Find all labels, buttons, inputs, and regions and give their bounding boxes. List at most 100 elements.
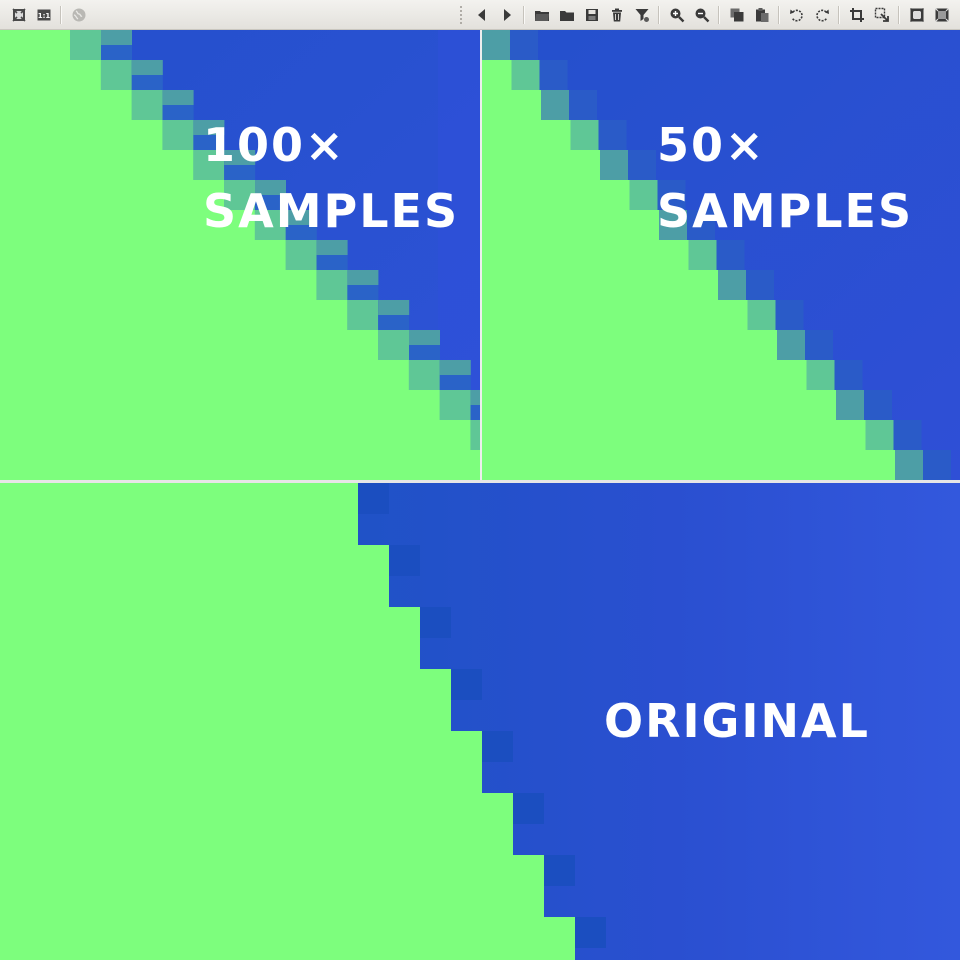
edge-blend-pixel xyxy=(316,270,348,301)
rotate-left-icon xyxy=(789,9,803,22)
edge-blend-pixel xyxy=(162,105,194,121)
edge-blend-pixel xyxy=(255,195,286,211)
edge-blend-pixel xyxy=(628,150,656,181)
paste-button[interactable] xyxy=(751,4,773,26)
edge-blend-pixel xyxy=(865,420,894,451)
fullscreen-button[interactable] xyxy=(906,4,928,26)
edge-blend-pixel xyxy=(224,165,256,181)
edge-blend-pixel xyxy=(687,210,715,241)
caption-line-2: SAMPLES xyxy=(203,184,460,238)
green-region-row xyxy=(0,450,480,480)
edge-blend-pixel xyxy=(316,255,348,271)
toolbar-separator xyxy=(658,6,660,24)
next-image-button[interactable] xyxy=(496,4,518,26)
panel-50x-samples: 50× SAMPLES xyxy=(482,30,960,480)
toolbar-grip[interactable] xyxy=(459,5,463,25)
green-region-row xyxy=(482,150,601,181)
crop-button[interactable] xyxy=(846,4,868,26)
vertical-divider xyxy=(480,30,482,481)
next-icon xyxy=(503,9,511,21)
fullscreen-icon xyxy=(909,8,924,22)
green-region-row xyxy=(0,30,71,61)
edge-blend-pixel xyxy=(600,150,628,181)
edge-dark-pixel xyxy=(575,917,606,948)
rotate-left-button[interactable] xyxy=(786,4,808,26)
green-region-row xyxy=(0,90,133,121)
folder-button[interactable] xyxy=(556,4,578,26)
crop-icon xyxy=(849,8,864,22)
green-region-step xyxy=(0,607,420,670)
edge-blend-pixel xyxy=(378,315,410,331)
green-region-row xyxy=(482,360,808,391)
green-region-step xyxy=(0,545,389,608)
edge-blend-pixel xyxy=(409,345,440,361)
open-in-browser-button[interactable] xyxy=(68,4,90,26)
edge-blend-pixel xyxy=(193,150,225,181)
edge-blend-pixel xyxy=(716,240,745,271)
caption-line-2: SAMPLES xyxy=(657,184,914,238)
edge-blend-pixel xyxy=(101,30,132,45)
edge-blend-pixel xyxy=(347,270,379,285)
edge-blend-pixel xyxy=(895,450,923,480)
edge-blend-pixel xyxy=(162,120,194,151)
edge-dark-pixel xyxy=(513,793,544,824)
actual-size-button[interactable]: 1:1 xyxy=(33,4,55,26)
delete-icon xyxy=(611,8,622,22)
edge-blend-pixel xyxy=(101,45,132,61)
edge-blend-pixel xyxy=(893,420,922,451)
edge-blend-pixel xyxy=(629,180,658,211)
edge-blend-pixel xyxy=(70,30,101,61)
edge-dark-pixel xyxy=(389,545,420,576)
globe-icon xyxy=(72,8,85,22)
edge-blend-pixel xyxy=(347,300,379,331)
horizontal-divider xyxy=(0,480,960,483)
edge-blend-pixel xyxy=(316,240,348,255)
edge-blend-pixel xyxy=(805,330,833,361)
edge-blend-pixel xyxy=(569,90,597,121)
green-region-step xyxy=(0,793,513,856)
green-region-row xyxy=(0,180,225,211)
zoom-in-button[interactable] xyxy=(666,4,688,26)
edge-blend-pixel xyxy=(470,405,480,421)
edge-dark-pixel xyxy=(420,607,451,638)
zoom-out-button[interactable] xyxy=(691,4,713,26)
save-icon xyxy=(585,9,598,21)
green-region-row xyxy=(482,330,778,361)
edge-blend-pixel xyxy=(193,135,225,151)
edge-blend-pixel xyxy=(570,120,599,151)
toolbar-separator xyxy=(898,6,900,24)
edge-blend-pixel xyxy=(285,240,317,271)
open-button[interactable] xyxy=(531,4,553,26)
caption-original: ORIGINAL xyxy=(604,691,870,751)
edge-blend-pixel xyxy=(836,390,864,421)
edge-blend-pixel xyxy=(409,330,440,345)
exit-fullscreen-button[interactable] xyxy=(931,4,953,26)
filter-button[interactable] xyxy=(631,4,653,26)
open-folder-icon xyxy=(534,11,549,21)
edge-blend-pixel xyxy=(923,450,951,480)
resize-button[interactable] xyxy=(871,4,893,26)
edge-blend-pixel xyxy=(511,60,540,91)
edge-blend-pixel xyxy=(439,375,471,391)
edge-blend-pixel xyxy=(747,300,776,331)
previous-image-button[interactable] xyxy=(471,4,493,26)
toolbar-right-group xyxy=(459,0,954,30)
edge-blend-pixel xyxy=(718,270,746,301)
green-region-row xyxy=(0,420,472,451)
toolbar: 1:1 xyxy=(0,0,960,30)
caption-50x-samples: 50× SAMPLES xyxy=(657,112,913,244)
green-region-row xyxy=(0,150,195,181)
delete-button[interactable] xyxy=(606,4,628,26)
edge-blend-pixel xyxy=(598,120,627,151)
panel-original: ORIGINAL xyxy=(0,483,960,960)
fit-to-window-button[interactable] xyxy=(8,4,30,26)
edge-blend-pixel xyxy=(470,420,480,451)
save-button[interactable] xyxy=(581,4,603,26)
copy-button[interactable] xyxy=(726,4,748,26)
green-region-step xyxy=(0,669,451,732)
edge-blend-pixel xyxy=(775,300,804,331)
caption-line-1: 100× xyxy=(203,118,346,172)
rotate-right-button[interactable] xyxy=(811,4,833,26)
green-region-row xyxy=(482,60,513,91)
